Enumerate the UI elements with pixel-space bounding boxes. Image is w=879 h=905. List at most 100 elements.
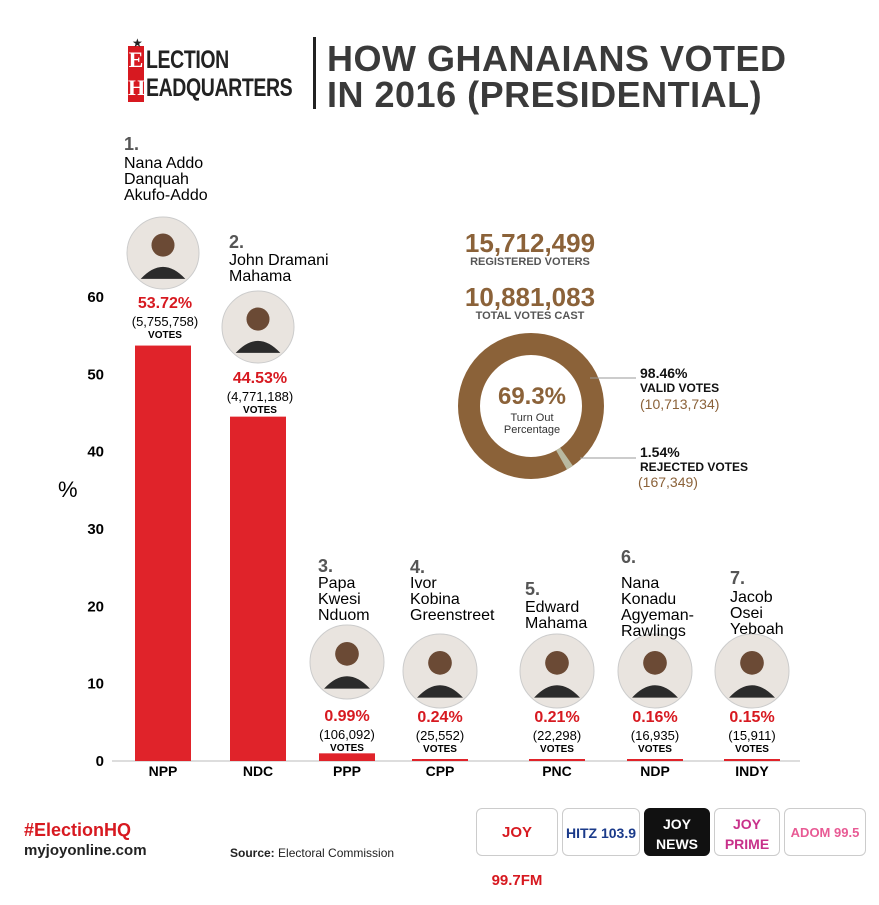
candidate-photo-head — [740, 651, 764, 675]
candidate-name-line: Jacob — [730, 589, 773, 606]
bar-ndp — [627, 759, 683, 761]
candidate-name-line: Kobina — [410, 591, 460, 608]
y-tick-label: 20 — [87, 598, 104, 615]
candidate-photo-head — [545, 651, 569, 675]
candidate-photo-body — [324, 676, 370, 689]
candidate-rank: 2. — [229, 232, 244, 252]
hashtag: #ElectionHQ — [24, 820, 132, 840]
vote-count-label: (5,755,758) — [132, 314, 199, 329]
votes-word: VOTES — [423, 744, 457, 755]
bar-npp — [135, 345, 191, 761]
category-label: NDC — [243, 763, 273, 779]
candidate-photo-body — [632, 685, 678, 698]
valid-votes-count: (10,713,734) — [640, 396, 720, 412]
percent-label: 0.99% — [324, 708, 369, 725]
y-tick-label: 0 — [96, 753, 104, 770]
election-hq-logo: E LECTION H EADQUARTERS ★ — [128, 36, 308, 102]
y-tick-label: 10 — [87, 676, 104, 693]
category-label: PPP — [333, 763, 361, 779]
vote-count-label: (106,092) — [319, 727, 375, 742]
logo-word-bottom: EADQUARTERS — [146, 74, 293, 102]
candidate-photo-head — [643, 651, 667, 675]
candidate-name-line: Mahama — [525, 615, 587, 632]
donut-valid-segment — [458, 333, 604, 479]
page-title-line1: HOW GHANAIANS VOTED — [327, 38, 787, 79]
site-link[interactable]: myjoyonline.com — [24, 842, 147, 859]
brand-hitz-fm-logo: HITZ 103.9 — [562, 808, 640, 856]
votes-word: VOTES — [735, 744, 769, 755]
votes-word: VOTES — [243, 405, 277, 416]
percent-label: 53.72% — [138, 295, 192, 312]
total-votes-cast-label: TOTAL VOTES CAST — [475, 310, 585, 322]
candidate-name-line: Mahama — [229, 268, 291, 285]
logo-letter-e: E — [128, 46, 144, 74]
candidate-name-line: Nduom — [318, 607, 370, 624]
candidate-name-line: Agyeman- — [621, 607, 694, 624]
chart-bars — [135, 345, 780, 761]
candidate-name-line: Papa — [318, 575, 355, 592]
votes-word: VOTES — [638, 744, 672, 755]
candidate-rank: 3. — [318, 556, 333, 576]
bar-pnc — [529, 759, 585, 761]
votes-word: VOTES — [330, 743, 364, 754]
y-tick-label: 30 — [87, 521, 104, 538]
category-label: NDP — [640, 763, 670, 779]
candidate-rank: 4. — [410, 557, 425, 577]
header-divider — [313, 37, 316, 109]
percent-label: 44.53% — [233, 370, 287, 387]
candidate-photo-body — [417, 685, 463, 698]
percent-label: 0.24% — [417, 709, 462, 726]
vote-count-label: (4,771,188) — [227, 389, 294, 404]
rejected-votes-count: (167,349) — [638, 474, 698, 490]
candidate-name-line: Ivor — [410, 575, 437, 592]
candidate-rank: 5. — [525, 579, 540, 599]
bar-cpp — [412, 759, 468, 761]
category-label: INDY — [735, 763, 769, 779]
source-label: Source: — [230, 846, 275, 860]
turnout-value: 69.3% — [497, 383, 567, 410]
candidate-name-line: Akufo-Addo — [124, 187, 208, 204]
percent-label: 0.16% — [632, 709, 677, 726]
category-label: CPP — [426, 763, 455, 779]
candidate-rank: 7. — [730, 568, 745, 588]
registered-voters-label: REGISTERED VOTERS — [470, 256, 590, 268]
candidate-photo-body — [729, 685, 775, 698]
candidate-name-line: Nana — [621, 575, 659, 592]
bar-ppp — [319, 753, 375, 761]
category-label: NPP — [149, 763, 178, 779]
candidate-name-line: Kwesi — [318, 591, 361, 608]
votes-word: VOTES — [148, 330, 182, 341]
candidate-name-line: Rawlings — [621, 623, 686, 640]
bar-ndc — [230, 416, 286, 761]
candidate-photo-head — [335, 642, 359, 666]
turnout-label-2: Percentage — [503, 424, 561, 436]
star-icon: ★ — [132, 36, 143, 50]
candidate-name-line: Edward — [525, 599, 579, 616]
candidate-rank: 1. — [124, 134, 139, 154]
total-votes-cast-value: 10,881,083 — [464, 282, 596, 312]
source-line: Source: Electoral Commission — [230, 846, 394, 860]
candidate-photo-body — [235, 340, 281, 353]
vote-count-label: (16,935) — [631, 728, 679, 743]
candidate-name-line: Konadu — [621, 591, 676, 608]
candidate-name-line: Yeboah — [730, 621, 784, 638]
candidate-rank: 6. — [621, 547, 636, 567]
y-axis-label: % — [58, 477, 78, 502]
vote-count-label: (15,911) — [728, 728, 775, 743]
vote-count-label: (22,298) — [533, 728, 581, 743]
bar-indy — [724, 759, 780, 761]
votes-word: VOTES — [540, 744, 574, 755]
candidate-name-line: Greenstreet — [410, 607, 495, 624]
turnout-label-1: Turn Out — [510, 412, 554, 424]
candidate-name-line: Danquah — [124, 171, 189, 188]
valid-votes-pct: 98.46% — [640, 365, 688, 381]
candidate-photo-body — [140, 266, 186, 279]
brand-adom-fm-logo: ADOM 99.5 — [784, 808, 866, 856]
turnout-donut — [458, 333, 636, 479]
logo-letter-h: H — [128, 74, 146, 102]
candidate-name-line: Osei — [730, 605, 763, 622]
candidate-photo-head — [151, 233, 175, 257]
y-tick-label: 50 — [87, 366, 104, 383]
logo-word-top: LECTION — [146, 46, 229, 74]
